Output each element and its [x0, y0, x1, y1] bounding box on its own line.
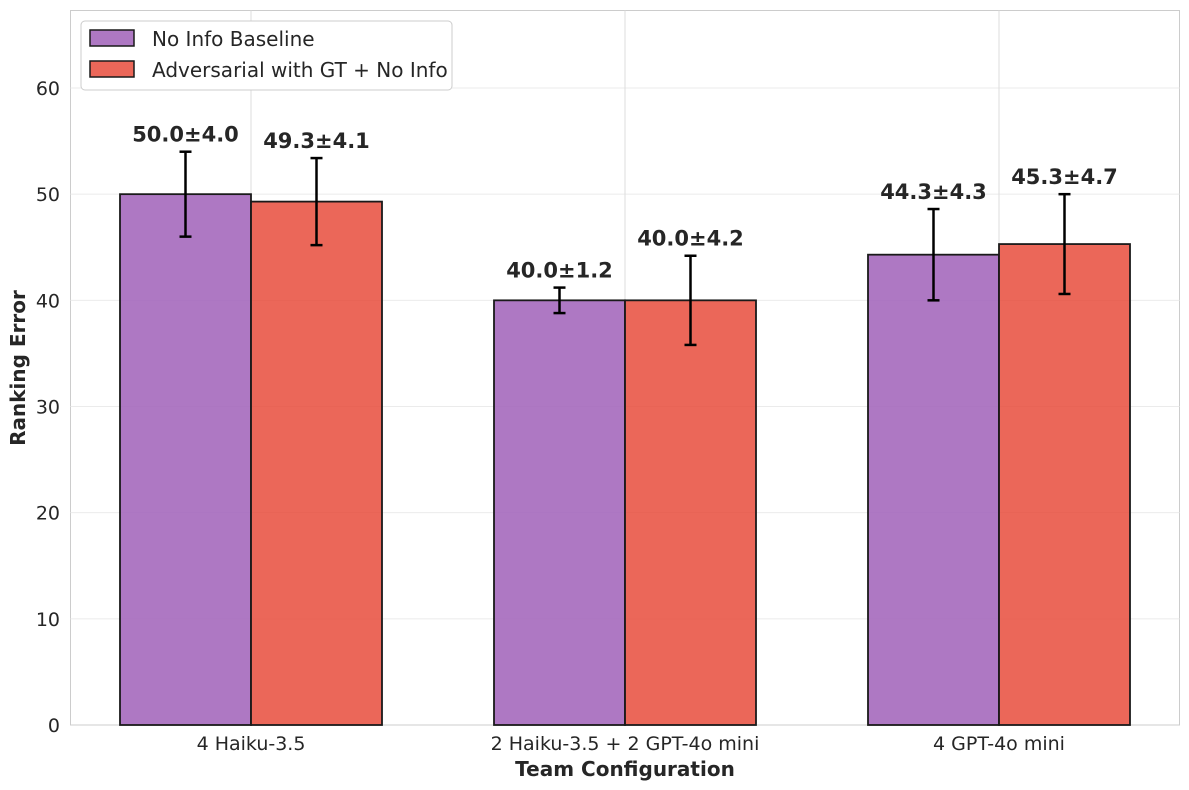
y-tick-label: 60: [36, 78, 60, 100]
data-label: 50.0±4.0: [132, 123, 239, 147]
y-axis-title: Ranking Error: [6, 290, 30, 446]
bar-adversarial-1: [250, 200, 383, 726]
error-bar: [684, 254, 697, 347]
y-tick-label: 20: [36, 503, 60, 525]
y-tick-label: 0: [48, 715, 60, 737]
x-tick-label: 4 Haiku-3.5: [197, 733, 306, 755]
x-tick-label: 2 Haiku-3.5 + 2 GPT-4o mini: [491, 733, 760, 755]
x-axis-title: Team Configuration: [515, 757, 735, 781]
bar-no-info-baseline-1: [119, 193, 252, 726]
legend-label-no-info-baseline: No Info Baseline: [152, 27, 315, 51]
x-tick-label: 4 GPT-4o mini: [933, 733, 1065, 755]
data-label: 44.3±4.3: [880, 180, 987, 204]
y-tick-label: 40: [36, 290, 60, 312]
bar-adversarial-3: [998, 243, 1131, 726]
error-bar: [553, 286, 566, 315]
bar-no-info-baseline-3: [867, 253, 1000, 726]
legend-box: [80, 20, 453, 91]
error-bar: [179, 150, 192, 238]
legend-swatch-adversarial: [89, 60, 135, 78]
data-label: 45.3±4.7: [1011, 165, 1118, 189]
error-bar: [310, 156, 323, 247]
data-label: 40.0±1.2: [506, 259, 613, 283]
data-label: 40.0±4.2: [637, 227, 744, 251]
error-bar: [1058, 192, 1071, 296]
tick-labels: 0 10 20 30 40 50 60 4 Haiku-3.5 2 Haiku-3.5 + 2 …: [36, 78, 1065, 755]
bar-no-info-baseline-2: [493, 299, 626, 726]
legend: No Info Baseline Adversarial with GT + N…: [80, 20, 453, 91]
bars: [119, 193, 1131, 726]
error-bar: [927, 207, 940, 302]
y-tick-label: 50: [36, 184, 60, 206]
data-labels: 50.0±4.0 49.3±4.1 40.0±1.2 40.0±4.2 44.3±4.3…: [132, 123, 1118, 283]
y-tick-label: 10: [36, 609, 60, 631]
data-label: 49.3±4.1: [263, 129, 370, 153]
y-tick-label: 30: [36, 397, 60, 419]
bar-adversarial-2: [624, 299, 757, 726]
legend-swatch-no-info-baseline: [89, 29, 135, 47]
legend-label-adversarial: Adversarial with GT + No Info: [152, 58, 448, 82]
error-bars: [179, 150, 1071, 347]
